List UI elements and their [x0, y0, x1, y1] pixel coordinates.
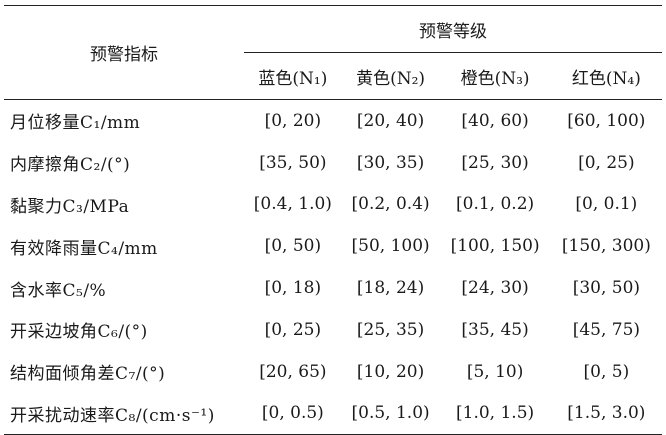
table-header-row-2: 蓝色(N₁) 黄色(N₂) 橙色(N₃) 红色(N₄): [4, 52, 662, 100]
level-header-yellow: 黄色(N₂): [341, 52, 440, 100]
range-cell: [0.2, 0.4): [351, 194, 430, 215]
range-cell: [5, 10): [466, 361, 524, 382]
warning-grade-table: 预警指标 预警等级 蓝色(N₁) 黄色(N₂) 橙色(N₃) 红色(N₄) 月位…: [4, 5, 662, 435]
indicator-text: 开采边坡角C₆/(°): [10, 322, 148, 343]
level-header-red: 红色(N₄): [550, 52, 662, 100]
indicator-text: 结构面倾角差C₇/(°): [10, 364, 166, 385]
range-cell: [35, 45): [461, 319, 529, 340]
range-cell: [0, 18): [264, 278, 322, 299]
range-cell: [0.4, 1.0): [253, 194, 332, 215]
range-cell: [0, 5): [583, 361, 630, 382]
range-cell: [10, 20): [356, 361, 425, 382]
range-cell: [0, 50): [264, 236, 322, 257]
indicator-column-header: 预警指标: [4, 5, 244, 100]
indicator-label: 结构面倾角差C₇/(°): [4, 351, 244, 393]
indicator-label: 含水率C₅/%: [4, 267, 244, 309]
level-header-blue: 蓝色(N₁): [244, 52, 342, 100]
table-row: 月位移量C₁/mm [0, 20) [20, 40) [40, 60) [60,…: [4, 100, 662, 142]
indicator-text: 黏聚力C₃/MPa: [10, 196, 130, 217]
range-cell: [0, 0.1): [575, 194, 638, 215]
indicator-text: 开采扰动速率C₈/(cm·s⁻¹): [10, 405, 215, 426]
indicator-text: 内摩擦角C₂/(°): [10, 155, 131, 176]
range-cell: [20, 40): [356, 110, 425, 131]
range-cell: [0.1, 0.2): [456, 194, 535, 215]
table-row: 含水率C₅/% [0, 18) [18, 24) [24, 30) [30, 5…: [4, 267, 662, 309]
range-cell: [30, 35): [356, 152, 425, 173]
range-cell: [1.5, 3.0): [550, 392, 662, 435]
warning-level-group-header: 预警等级: [244, 5, 662, 53]
range-cell: [45, 75): [572, 319, 641, 340]
table-row: 开采扰动速率C₈/(cm·s⁻¹) [0, 0.5) [0.5, 1.0) [1…: [4, 392, 662, 435]
range-cell: [0.5, 1.0): [341, 392, 440, 435]
table-row: 黏聚力C₃/MPa [0.4, 1.0) [0.2, 0.4) [0.1, 0.…: [4, 184, 662, 226]
range-cell: [50, 100): [351, 236, 430, 257]
range-cell: [60, 100): [567, 110, 646, 131]
range-cell: [18, 24): [356, 278, 425, 299]
table-row: 内摩擦角C₂/(°) [35, 50) [30, 35) [25, 30) [0…: [4, 142, 662, 184]
range-cell: [100, 150): [450, 236, 540, 257]
indicator-label: 有效降雨量C₄/mm: [4, 225, 244, 267]
indicator-text: 含水率C₅/%: [10, 280, 107, 301]
indicator-text: 有效降雨量C₄/mm: [10, 238, 158, 259]
table-row: 开采边坡角C₆/(°) [0, 25) [25, 35) [35, 45) [4…: [4, 309, 662, 351]
table-header-row-1: 预警指标 预警等级: [4, 5, 662, 100]
range-cell: [0, 25): [264, 319, 322, 340]
range-cell: [25, 35): [356, 319, 425, 340]
warning-table-figure: 预警指标 预警等级 蓝色(N₁) 黄色(N₂) 橙色(N₃) 红色(N₄) 月位…: [4, 5, 662, 435]
indicator-label: 黏聚力C₃/MPa: [4, 184, 244, 226]
indicator-text: 月位移量C₁/mm: [10, 113, 141, 134]
range-cell: [0, 0.5): [244, 392, 342, 435]
range-cell: [0, 20): [264, 110, 322, 131]
range-cell: [0, 25): [578, 152, 635, 173]
level-header-orange: 橙色(N₃): [439, 52, 551, 100]
range-cell: [35, 50): [259, 152, 327, 173]
range-cell: [24, 30): [461, 278, 529, 299]
range-cell: [20, 65): [259, 361, 327, 382]
range-cell: [40, 60): [461, 110, 529, 131]
range-cell: [30, 50): [572, 278, 641, 299]
indicator-label: 内摩擦角C₂/(°): [4, 142, 244, 184]
range-cell: [1.0, 1.5): [439, 392, 551, 435]
table-row: 结构面倾角差C₇/(°) [20, 65) [10, 20) [5, 10) […: [4, 351, 662, 393]
indicator-label: 月位移量C₁/mm: [4, 100, 244, 142]
range-cell: [150, 300): [561, 236, 651, 257]
table-row: 有效降雨量C₄/mm [0, 50) [50, 100) [100, 150) …: [4, 225, 662, 267]
indicator-label: 开采扰动速率C₈/(cm·s⁻¹): [4, 392, 244, 435]
indicator-label: 开采边坡角C₆/(°): [4, 309, 244, 351]
range-cell: [25, 30): [461, 152, 529, 173]
